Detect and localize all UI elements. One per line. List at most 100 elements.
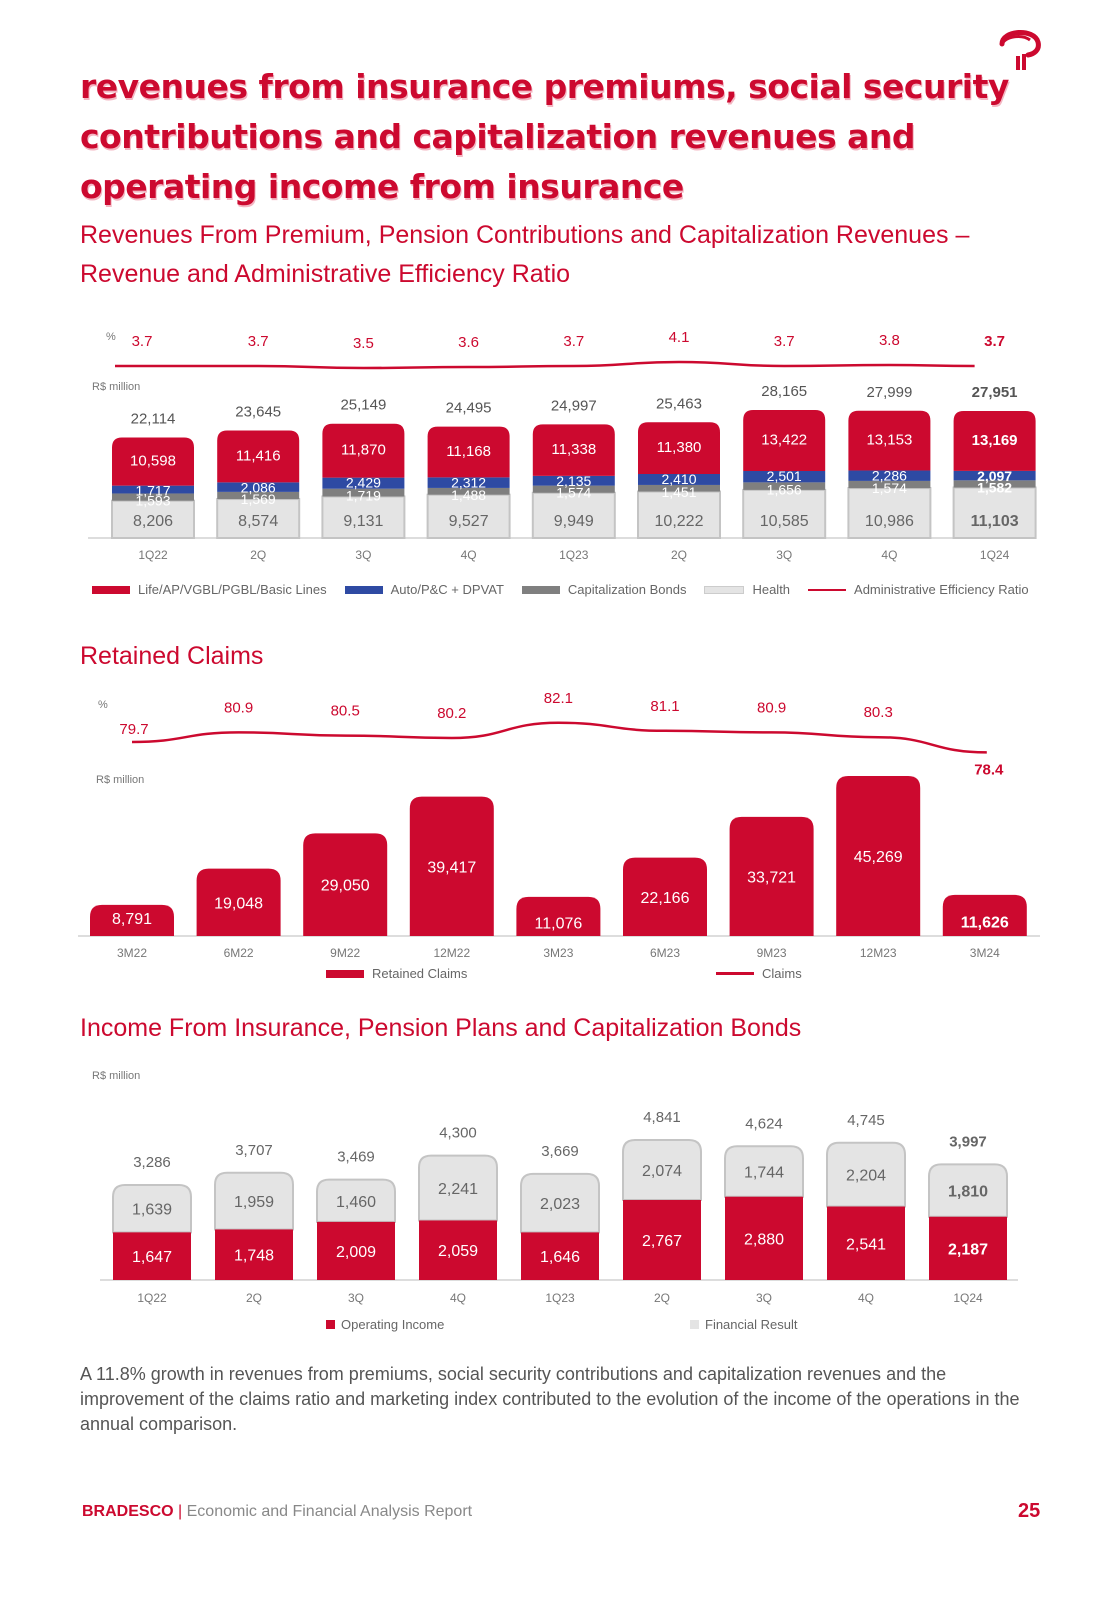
data-label-total: 4,745 (847, 1112, 885, 1129)
bar-segment-financial-result (928, 1163, 1008, 1218)
legend-item-retained-claims: Retained Claims (326, 966, 467, 981)
bar-segment-life-ap-vgbl-pgbl-basic-lines (638, 422, 720, 474)
bar-segment-life-ap-vgbl-pgbl-basic-lines (848, 410, 931, 471)
section1-title-line2: Revenue and Administrative Efficiency Ra… (80, 260, 571, 288)
footer-separator: | (178, 1503, 183, 1520)
legend-swatch-capitalization (521, 585, 560, 594)
data-label-total: 3,997 (949, 1133, 987, 1150)
bar-segment-health (637, 490, 721, 540)
data-label-life: 13,169 (972, 432, 1018, 449)
legend-item-capitalization: Capitalization Bonds (521, 582, 686, 597)
data-label-operating-income: 2,880 (744, 1231, 784, 1248)
legend-swatch-claims (716, 972, 754, 975)
data-label-total: 3,469 (337, 1149, 375, 1166)
legend-item-auto: Auto/P&C + DPVAT (344, 582, 504, 597)
x-tick-label: 3M24 (970, 946, 1000, 960)
data-label-total: 25,149 (340, 397, 386, 414)
bar-segment-health (216, 498, 301, 540)
bar-segment-capitalization-bonds (322, 488, 405, 497)
data-label: 11,076 (535, 915, 583, 932)
data-label-auto: 2,312 (451, 474, 486, 490)
section2-title: Retained Claims (80, 642, 264, 670)
legend-swatch-efficiency (808, 588, 847, 591)
data-label-health: 10,222 (655, 513, 704, 530)
bar-segment-capitalization-bonds (427, 487, 510, 495)
data-label-total: 3,286 (133, 1154, 171, 1171)
data-label-life: 11,416 (236, 447, 281, 464)
data-label-financial-result: 1,959 (234, 1194, 274, 1211)
page-title: revenues from insurance premiums, social… (80, 67, 1009, 206)
data-label-financial-result: 2,241 (438, 1181, 478, 1198)
bar-segment-operating-income (725, 1196, 803, 1280)
line-data-label: 80.9 (757, 699, 786, 716)
data-label-life: 11,380 (657, 439, 702, 456)
bar-segment-auto-p-c-dpvat (848, 470, 931, 481)
bar-segment-operating-income (419, 1220, 497, 1280)
bar-segment-capitalization-bonds (953, 480, 1036, 488)
x-tick-label: 1Q23 (559, 548, 589, 562)
bar-segment-life-ap-vgbl-pgbl-basic-lines (217, 430, 300, 483)
data-label-operating-income: 2,009 (336, 1244, 376, 1261)
x-tick-label: 3Q (776, 548, 792, 562)
data-label-total: 22,114 (131, 410, 176, 427)
x-tick-label: 1Q22 (138, 548, 168, 562)
data-label-total: 23,645 (235, 404, 281, 421)
data-label-capitalization: 1,574 (872, 480, 907, 496)
data-label-total: 24,997 (551, 397, 597, 414)
data-label: 29,050 (321, 878, 370, 895)
data-label-total: 3,669 (541, 1143, 579, 1160)
line-data-label: 80.9 (224, 699, 253, 716)
income-chart: R$ million 1,647 1,639 3,286 1Q22 1,748 1,959 3… (92, 1070, 1018, 1305)
data-label-life: 11,870 (341, 442, 386, 459)
legend-item-operating-income: Operating Income (326, 1317, 444, 1332)
x-tick-label: 3Q (756, 1291, 772, 1305)
line-data-label: 80.3 (864, 704, 893, 721)
bar-segment-auto-p-c-dpvat (638, 473, 720, 485)
x-tick-label: 6M23 (650, 946, 680, 960)
line-data-label: 3.7 (248, 333, 269, 350)
claims-ratio-line (131, 721, 987, 754)
x-tick-label: 2Q (654, 1291, 670, 1305)
x-tick-label: 9M22 (330, 946, 360, 960)
line-unit-label: % (106, 331, 116, 343)
data-label: 22,166 (641, 890, 690, 907)
legend-swatch-auto (344, 585, 383, 594)
legend-item-life: Life/AP/VGBL/PGBL/Basic Lines (92, 582, 327, 597)
x-tick-label: 6M22 (224, 946, 254, 960)
bar-segment-financial-result (826, 1141, 906, 1208)
x-tick-label: 2Q (250, 548, 266, 562)
data-label-operating-income: 1,646 (540, 1249, 580, 1266)
data-label-financial-result: 1,810 (948, 1184, 988, 1201)
bar-segment-operating-income (929, 1216, 1007, 1280)
data-label-total: 4,624 (745, 1115, 783, 1132)
data-label-operating-income: 2,767 (642, 1233, 682, 1250)
data-label-total: 25,463 (656, 395, 702, 412)
efficiency-ratio-line (115, 360, 975, 370)
x-tick-label: 12M23 (860, 946, 897, 960)
line-data-label: 3.7 (563, 333, 584, 350)
bar-segment-life-ap-vgbl-pgbl-basic-lines (322, 423, 405, 478)
bar-segment-auto-p-c-dpvat (112, 485, 194, 494)
bar-segment-capitalization-bonds (638, 484, 720, 492)
bar-retained-claims (90, 904, 174, 936)
bar-retained-claims (196, 868, 281, 936)
bradesco-logo-icon (992, 22, 1044, 74)
bar-retained-claims (303, 833, 388, 936)
line-unit-label: % (98, 699, 108, 711)
x-tick-label: 3Q (348, 1291, 364, 1305)
bar-retained-claims (729, 816, 814, 936)
data-label-auto: 2,429 (346, 475, 381, 491)
bar-unit-label: R$ million (92, 381, 140, 393)
bar-retained-claims (516, 896, 601, 936)
data-label-capitalization: 1,574 (556, 485, 591, 501)
bar-segment-auto-p-c-dpvat (217, 482, 300, 492)
bar-segment-auto-p-c-dpvat (532, 475, 615, 486)
data-label-life: 10,598 (130, 453, 176, 470)
bar-segment-capitalization-bonds (848, 480, 931, 489)
bar-unit-label: R$ million (92, 1070, 140, 1082)
bar-segment-auto-p-c-dpvat (427, 477, 510, 488)
data-label: 19,048 (214, 895, 263, 912)
data-label-health: 9,131 (343, 513, 383, 530)
x-tick-label: 4Q (461, 548, 477, 562)
